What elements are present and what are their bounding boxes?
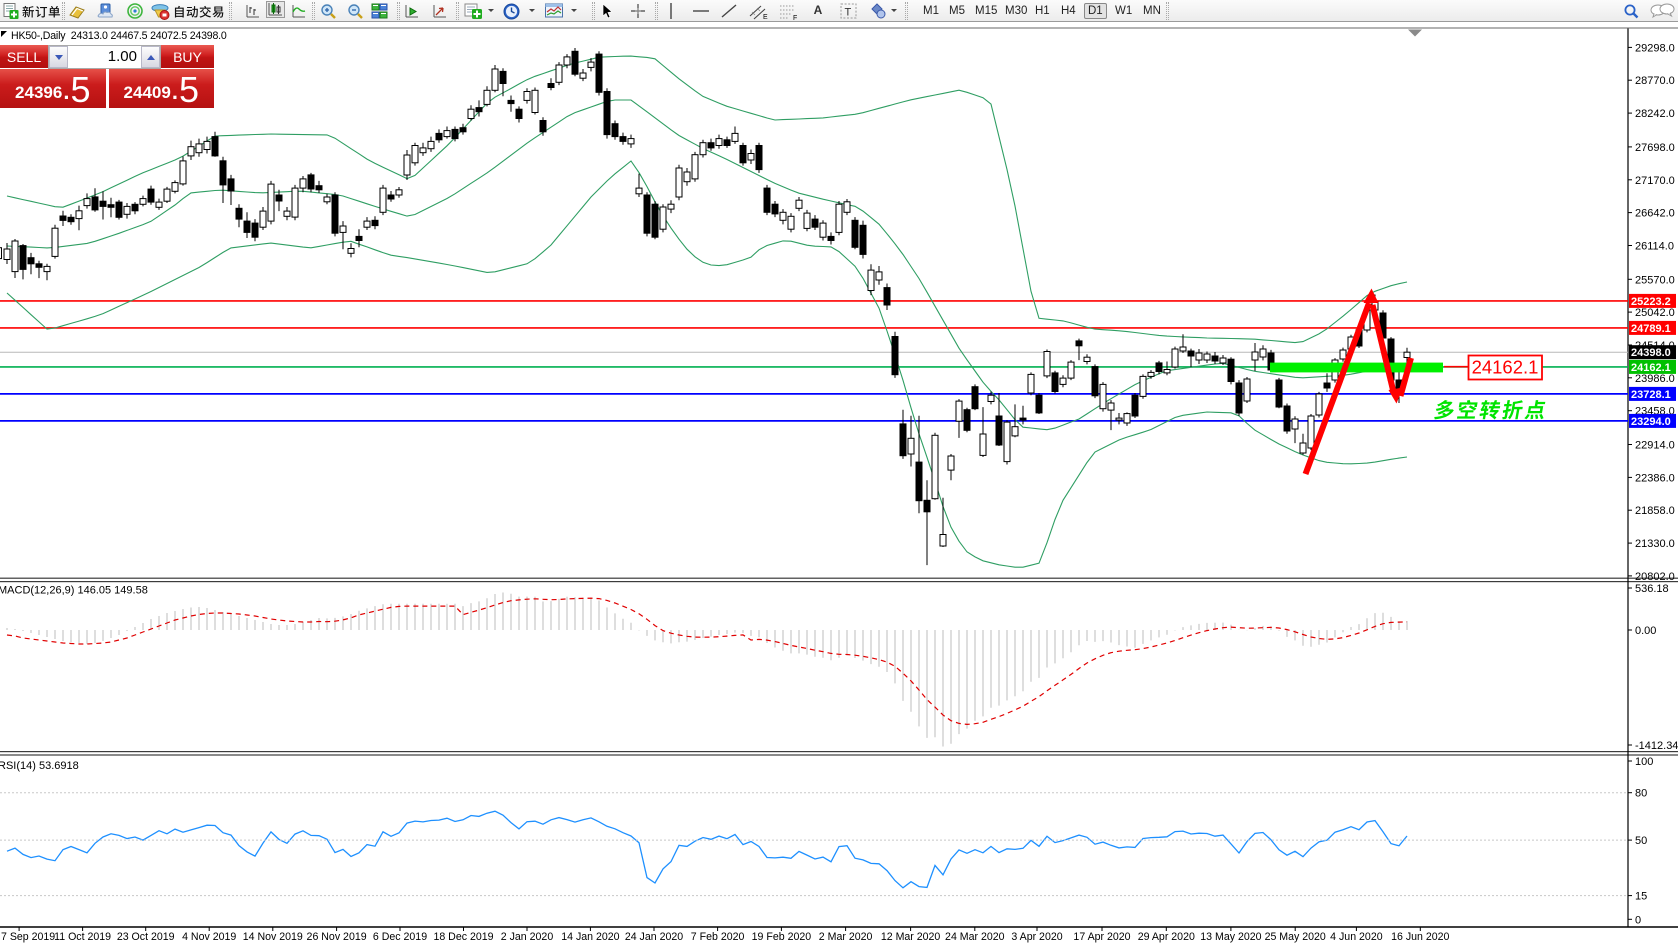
svg-text:HK50-,Daily 24313.0 24467.5 2: HK50-,Daily 24313.0 24467.5 24072.5 2439… xyxy=(11,30,227,42)
svg-text:0.00: 0.00 xyxy=(1635,625,1656,637)
svg-text:24789.1: 24789.1 xyxy=(1631,323,1671,335)
svg-text:27170.0: 27170.0 xyxy=(1635,175,1675,187)
svg-text:21858.0: 21858.0 xyxy=(1635,505,1675,517)
svg-text:21330.0: 21330.0 xyxy=(1635,538,1675,550)
svg-text:3 Apr 2020: 3 Apr 2020 xyxy=(1011,931,1062,943)
svg-text:4 Jun 2020: 4 Jun 2020 xyxy=(1330,931,1383,943)
svg-text:24162.1: 24162.1 xyxy=(1631,362,1671,374)
svg-text:15: 15 xyxy=(1635,891,1647,903)
svg-text:2 Mar 2020: 2 Mar 2020 xyxy=(819,931,873,943)
svg-text:29298.0: 29298.0 xyxy=(1635,42,1675,54)
svg-text:0: 0 xyxy=(1635,914,1641,926)
svg-text:16 Jun 2020: 16 Jun 2020 xyxy=(1391,931,1449,943)
svg-text:-1412.34: -1412.34 xyxy=(1635,740,1678,752)
svg-text:24 Mar 2020: 24 Mar 2020 xyxy=(945,931,1005,943)
svg-text:14 Nov 2019: 14 Nov 2019 xyxy=(243,931,303,943)
svg-text:23728.1: 23728.1 xyxy=(1631,389,1671,401)
svg-text:18 Dec 2019: 18 Dec 2019 xyxy=(433,931,493,943)
svg-text:E: E xyxy=(763,14,768,20)
svg-text:19 Feb 2020: 19 Feb 2020 xyxy=(752,931,812,943)
svg-text:17 Apr 2020: 17 Apr 2020 xyxy=(1073,931,1130,943)
svg-text:28242.0: 28242.0 xyxy=(1635,108,1675,120)
svg-text:F: F xyxy=(793,15,797,20)
svg-text:24 Jan 2020: 24 Jan 2020 xyxy=(625,931,683,943)
svg-text:13 May 2020: 13 May 2020 xyxy=(1200,931,1261,943)
svg-text:MACD(12,26,9) 146.05 149.58: MACD(12,26,9) 146.05 149.58 xyxy=(0,585,148,597)
svg-text:25223.2: 25223.2 xyxy=(1631,296,1671,308)
svg-text:4 Nov 2019: 4 Nov 2019 xyxy=(182,931,236,943)
svg-text:26114.0: 26114.0 xyxy=(1635,241,1674,253)
svg-text:14 Jan 2020: 14 Jan 2020 xyxy=(561,931,619,943)
svg-text:20802.0: 20802.0 xyxy=(1635,571,1675,583)
svg-text:2 Jan 2020: 2 Jan 2020 xyxy=(501,931,554,943)
svg-text:23294.0: 23294.0 xyxy=(1631,416,1671,428)
svg-text:50: 50 xyxy=(1635,835,1647,847)
svg-text:25570.0: 25570.0 xyxy=(1635,274,1675,286)
svg-text:28770.0: 28770.0 xyxy=(1635,75,1675,87)
svg-text:22914.0: 22914.0 xyxy=(1635,440,1675,452)
svg-text:25 May 2020: 25 May 2020 xyxy=(1265,931,1326,943)
svg-text:27698.0: 27698.0 xyxy=(1635,142,1675,154)
svg-text:7 Feb 2020: 7 Feb 2020 xyxy=(691,931,745,943)
svg-text:23986.0: 23986.0 xyxy=(1635,373,1675,385)
svg-text:29 Apr 2020: 29 Apr 2020 xyxy=(1138,931,1195,943)
svg-text:24398.0: 24398.0 xyxy=(1631,347,1671,359)
svg-text:80: 80 xyxy=(1635,788,1647,800)
svg-text:24162.1: 24162.1 xyxy=(1472,357,1539,378)
svg-text:22386.0: 22386.0 xyxy=(1635,472,1675,484)
svg-text:7 Sep 2019: 7 Sep 2019 xyxy=(1,931,55,943)
svg-text:12 Mar 2020: 12 Mar 2020 xyxy=(881,931,941,943)
svg-text:6 Dec 2019: 6 Dec 2019 xyxy=(373,931,427,943)
svg-text:11 Oct 2019: 11 Oct 2019 xyxy=(54,931,111,943)
svg-text:RSI(14) 53.6918: RSI(14) 53.6918 xyxy=(0,760,79,772)
svg-text:26642.0: 26642.0 xyxy=(1635,208,1675,220)
svg-text:26 Nov 2019: 26 Nov 2019 xyxy=(307,931,367,943)
svg-text:T: T xyxy=(845,7,852,19)
svg-text:25042.0: 25042.0 xyxy=(1635,307,1675,319)
svg-text:536.18: 536.18 xyxy=(1635,583,1669,595)
svg-text:100: 100 xyxy=(1635,756,1653,768)
svg-text:23 Oct 2019: 23 Oct 2019 xyxy=(117,931,175,943)
